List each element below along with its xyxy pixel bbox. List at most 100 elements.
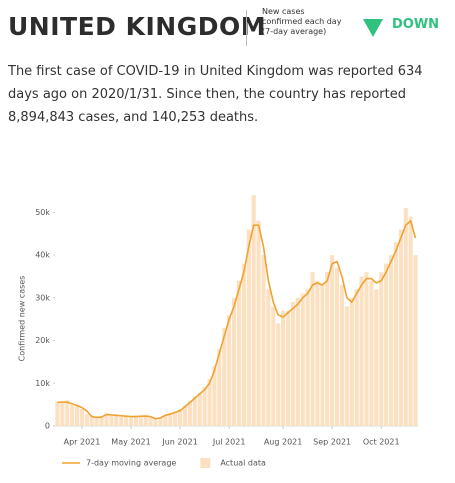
- bar: [148, 417, 153, 426]
- bar: [408, 216, 413, 426]
- bar: [246, 229, 251, 426]
- bar: [354, 289, 359, 426]
- legend-label: Actual data: [220, 459, 266, 468]
- bar: [168, 413, 173, 426]
- indicator-label: New cases confirmed each day (7-day aver…: [262, 7, 342, 36]
- bar: [276, 323, 281, 426]
- bar: [128, 417, 134, 426]
- bar: [369, 280, 374, 426]
- bar: [281, 310, 286, 426]
- x-tick-label: May 2021: [111, 438, 150, 447]
- y-tick-label: 10k: [35, 379, 50, 388]
- bar: [104, 413, 109, 426]
- bar: [398, 229, 403, 426]
- bar: [94, 418, 99, 426]
- bar: [290, 302, 295, 426]
- bar: [65, 400, 70, 426]
- divider: [246, 10, 247, 46]
- y-tick-label: 20k: [35, 336, 50, 345]
- bar: [310, 272, 315, 426]
- bar: [403, 208, 408, 426]
- bar: [315, 280, 320, 426]
- bar: [158, 417, 163, 426]
- summary-text: The first case of COVID-19 in United Kin…: [8, 64, 423, 125]
- legend-swatch: [200, 458, 211, 468]
- x-tick-label: Aug 2021: [264, 438, 303, 447]
- bar: [212, 366, 217, 426]
- bar: [261, 255, 266, 426]
- y-tick-label: 50k: [35, 208, 50, 217]
- bar: [178, 408, 183, 426]
- bar: [109, 415, 114, 426]
- bar: [384, 263, 389, 426]
- legend-label: 7-day moving average: [86, 459, 176, 468]
- bar: [84, 414, 89, 426]
- bar: [187, 400, 192, 426]
- bar: [99, 415, 104, 426]
- bar: [295, 297, 300, 426]
- bar: [231, 297, 237, 426]
- bar: [133, 415, 138, 426]
- average-line: [57, 220, 417, 420]
- bar: [266, 289, 271, 426]
- bar: [344, 306, 349, 426]
- bar: [222, 327, 227, 426]
- country-title: UNITED KINGDOM: [8, 12, 267, 41]
- bar: [300, 293, 305, 426]
- x-tick-label: Jul 2021: [212, 438, 246, 447]
- x-tick-label: Oct 2021: [363, 438, 400, 447]
- bar: [305, 289, 310, 426]
- bar: [207, 379, 212, 426]
- bar: [339, 285, 345, 426]
- bar: [413, 255, 418, 426]
- bar: [60, 402, 65, 426]
- bar: [271, 306, 276, 426]
- bar: [138, 417, 143, 426]
- bar: [349, 297, 354, 426]
- bar: [182, 405, 188, 426]
- bar: [124, 415, 129, 426]
- bar: [217, 349, 222, 426]
- bar: [320, 285, 325, 426]
- y-tick-label: 30k: [35, 293, 50, 302]
- bar: [143, 414, 148, 426]
- bar: [202, 387, 207, 426]
- x-tick-label: Apr 2021: [64, 438, 101, 447]
- bar: [192, 396, 197, 426]
- bar: [285, 310, 291, 426]
- bar: [153, 419, 158, 426]
- bar: [163, 414, 168, 426]
- trend-label: DOWN: [392, 17, 440, 32]
- bar: [330, 255, 335, 426]
- bar: [393, 242, 398, 426]
- bar: [173, 411, 178, 426]
- y-tick-label: 0: [45, 422, 50, 431]
- bar: [55, 401, 60, 426]
- trend-arrow: [363, 19, 383, 37]
- bar: [335, 267, 340, 426]
- bar: [364, 272, 369, 426]
- bar: [241, 263, 246, 426]
- x-tick-label: Sep 2021: [313, 438, 351, 447]
- bar: [75, 404, 80, 426]
- bar: [227, 314, 232, 426]
- bar: [79, 408, 85, 426]
- bar: [374, 289, 379, 426]
- bar: [379, 272, 384, 426]
- y-axis-label: Confirmed new cases: [18, 276, 27, 362]
- bar: [251, 195, 256, 426]
- bar: [325, 272, 330, 426]
- bar: [197, 392, 202, 426]
- bar: [70, 405, 75, 426]
- bar: [119, 416, 124, 426]
- bar: [114, 414, 119, 426]
- y-tick-label: 40k: [35, 251, 50, 260]
- bar: [388, 255, 394, 426]
- x-tick-label: Jun 2021: [161, 438, 197, 447]
- bar: [359, 276, 364, 426]
- bar: [256, 220, 261, 426]
- bar: [89, 415, 94, 426]
- bar: [236, 280, 242, 426]
